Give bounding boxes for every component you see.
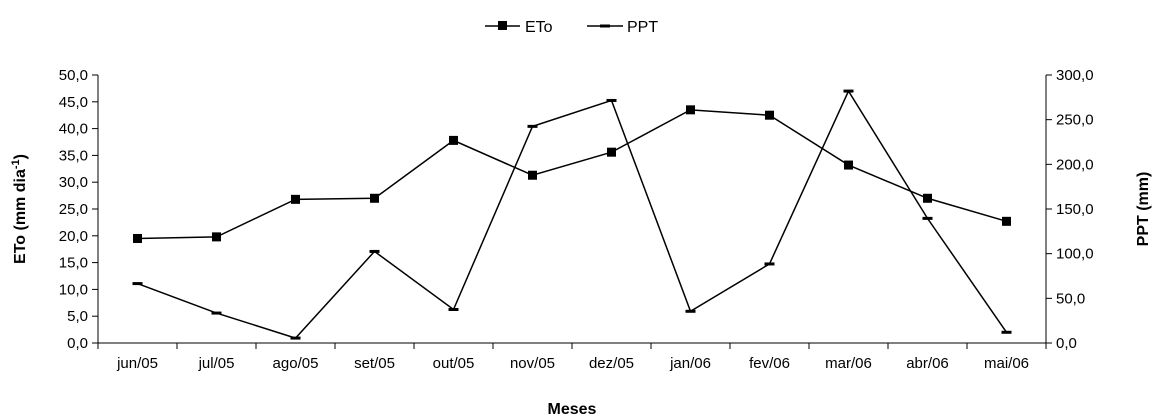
x-tick-label: out/05: [433, 355, 475, 372]
x-tick-label: jan/06: [669, 355, 711, 372]
y-right-tick-label: 200,0: [1056, 156, 1094, 173]
y-left-ticks: 0,0 5,0 10,0 15,0 20,0 25,0 30,0 35,0 40,0 45,0 50…: [59, 67, 98, 352]
series-eto: [133, 105, 1011, 243]
series-eto-point: [686, 105, 695, 115]
x-tick-label: set/05: [354, 355, 395, 372]
y-right-tick-label: 250,0: [1056, 112, 1094, 129]
series-eto-point: [844, 160, 853, 170]
series-eto-point: [923, 193, 932, 203]
x-tick-label: jul/05: [198, 355, 235, 372]
series-eto-point: [370, 193, 379, 203]
y-left-tick-label: 25,0: [59, 201, 88, 218]
y-left-tick-label: 30,0: [59, 174, 88, 191]
y-left-tick-label: 10,0: [59, 281, 88, 298]
x-tick-label: abr/06: [906, 355, 949, 372]
y-left-tick-label: 0,0: [67, 335, 88, 352]
y-left-tick-label: 45,0: [59, 94, 88, 111]
series-eto-point: [607, 147, 616, 157]
y-left-tick-label: 20,0: [59, 228, 88, 245]
series-eto-point: [212, 232, 221, 242]
legend-eto-marker: [498, 21, 507, 30]
y-right-tick-label: 150,0: [1056, 201, 1094, 218]
series-eto-point: [291, 194, 300, 204]
y-right-tick-label: 0,0: [1056, 335, 1077, 352]
y-left-tick-label: 35,0: [59, 147, 88, 164]
x-tick-label: mar/06: [825, 355, 872, 372]
y-right-tick-label: 300,0: [1056, 67, 1094, 84]
legend-ppt-label: PPT: [627, 19, 658, 36]
y-left-tick-label: 50,0: [59, 67, 88, 84]
y-axis-right-title: PPT (mm): [1135, 172, 1152, 247]
series-eto-point: [528, 170, 537, 180]
y-right-tick-label: 100,0: [1056, 246, 1094, 263]
x-axis-title: Meses: [548, 401, 597, 418]
y-axis-left-title: ETo (mm dia-1): [10, 154, 29, 264]
y-left-tick-label: 40,0: [59, 121, 88, 138]
x-tick-label: jun/05: [116, 355, 158, 372]
x-ticks: jun/05 jul/05 ago/05 set/05 out/05 nov/05 dez/…: [97, 343, 1047, 372]
series-eto-point: [133, 233, 142, 243]
x-tick-label: nov/05: [510, 355, 555, 372]
y-right-ticks: 0,0 50,0 100,0 150,0 200,0 250,0 300,0: [1046, 67, 1094, 352]
x-tick-label: fev/06: [749, 355, 790, 372]
legend-eto-label: ETo: [525, 19, 553, 36]
x-tick-label: mai/06: [984, 355, 1029, 372]
series-eto-line: [137, 109, 1007, 240]
x-tick-label: ago/05: [273, 355, 319, 372]
series-ppt-line: [137, 89, 1008, 339]
x-tick-label: dez/05: [589, 355, 634, 372]
y-left-tick-label: 5,0: [67, 308, 88, 325]
legend: ETo PPT: [485, 19, 658, 36]
series-eto-point: [765, 110, 774, 120]
y-left-tick-label: 15,0: [59, 255, 88, 272]
series-eto-point: [449, 135, 458, 145]
y-right-tick-label: 50,0: [1056, 290, 1085, 307]
series-ppt: [132, 89, 1012, 340]
series-eto-point: [1002, 216, 1011, 226]
